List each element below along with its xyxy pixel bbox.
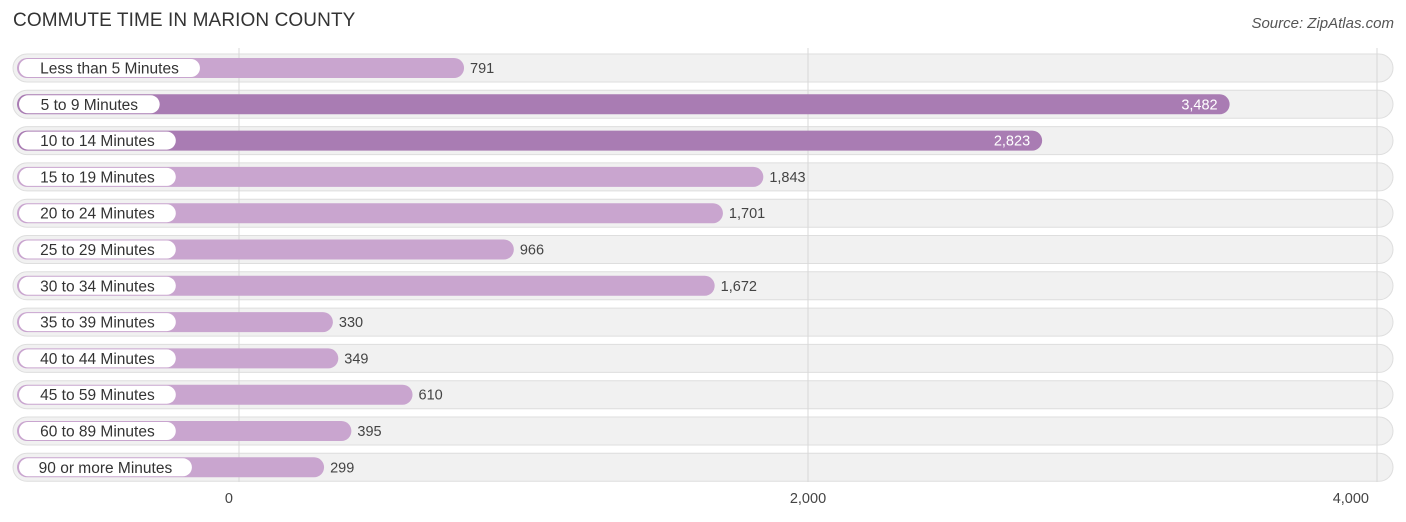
- bar: [17, 130, 1043, 151]
- x-axis-ticks: 0 2,000 4,000: [225, 491, 1369, 507]
- category-label: 5 to 9 Minutes: [41, 97, 139, 114]
- category-pill: [19, 349, 176, 368]
- row-background: [12, 343, 1394, 373]
- value-label: 3,482: [1181, 97, 1217, 113]
- value-label: 2,823: [994, 134, 1030, 150]
- category-pill: [19, 385, 176, 404]
- row-background: [12, 307, 1394, 337]
- bar: [17, 275, 715, 296]
- bar-group: 15 to 19 Minutes 1,843: [17, 166, 806, 187]
- value-label: 966: [520, 243, 544, 259]
- category-pill: [19, 240, 176, 259]
- bar-group: 25 to 29 Minutes 966: [17, 239, 544, 260]
- category-label: 30 to 34 Minutes: [40, 278, 155, 295]
- bars: Less than 5 Minutes 791 5 to 9 Minutes 3,48…: [17, 58, 1230, 478]
- row-background: [12, 452, 1394, 482]
- bar-group: 40 to 44 Minutes 349: [17, 348, 368, 369]
- row-background: [12, 416, 1394, 446]
- value-label: 1,701: [729, 206, 765, 222]
- category-pill: [19, 59, 200, 77]
- x-tick-label: 0: [225, 491, 233, 507]
- category-label: 45 to 59 Minutes: [40, 387, 155, 404]
- bar-group: Less than 5 Minutes 791: [17, 58, 494, 78]
- value-label: 349: [344, 351, 368, 367]
- bar: [17, 203, 723, 224]
- chart-source: Source: ZipAtlas.com: [1251, 15, 1394, 32]
- row-backgrounds: [12, 53, 1394, 482]
- category-pill: [19, 95, 160, 114]
- category-label: 40 to 44 Minutes: [40, 351, 155, 368]
- bar: [17, 94, 1230, 115]
- gridlines: [238, 48, 1378, 482]
- value-label: 299: [330, 460, 354, 476]
- bar-group: 60 to 89 Minutes 395: [17, 421, 382, 441]
- value-label: 610: [419, 388, 443, 404]
- value-label: 1,672: [721, 279, 757, 295]
- category-label: 35 to 39 Minutes: [40, 315, 155, 332]
- chart-title: COMMUTE TIME IN MARION COUNTY: [13, 10, 356, 31]
- bar-group: 10 to 14 Minutes 2,823: [17, 130, 1043, 151]
- category-pill: [19, 167, 176, 186]
- category-label: 20 to 24 Minutes: [40, 206, 155, 223]
- category-pill: [19, 458, 192, 477]
- value-label: 395: [357, 424, 381, 440]
- category-label: 90 or more Minutes: [39, 460, 173, 477]
- category-pill: [19, 204, 176, 223]
- category-pill: [19, 276, 176, 295]
- value-label: 1,843: [769, 170, 805, 186]
- category-label: 10 to 14 Minutes: [40, 133, 155, 150]
- bar-group: 90 or more Minutes 299: [17, 457, 354, 478]
- bar-group: 5 to 9 Minutes 3,482: [17, 94, 1230, 115]
- x-tick-label: 2,000: [790, 491, 826, 507]
- category-pill: [19, 422, 176, 440]
- bar-group: 30 to 34 Minutes 1,672: [17, 275, 757, 296]
- category-label: Less than 5 Minutes: [40, 61, 179, 78]
- bar: [17, 166, 764, 187]
- category-pill: [19, 131, 176, 150]
- bar-group: 35 to 39 Minutes 330: [17, 312, 363, 333]
- value-label: 791: [470, 61, 494, 77]
- category-label: 15 to 19 Minutes: [40, 169, 155, 186]
- x-tick-label: 4,000: [1333, 491, 1369, 507]
- category-label: 25 to 29 Minutes: [40, 242, 155, 259]
- category-pill: [19, 313, 176, 332]
- value-label: 330: [339, 315, 363, 331]
- bar-group: 20 to 24 Minutes 1,701: [17, 203, 765, 224]
- category-label: 60 to 89 Minutes: [40, 424, 155, 441]
- bar-group: 45 to 59 Minutes 610: [17, 384, 443, 405]
